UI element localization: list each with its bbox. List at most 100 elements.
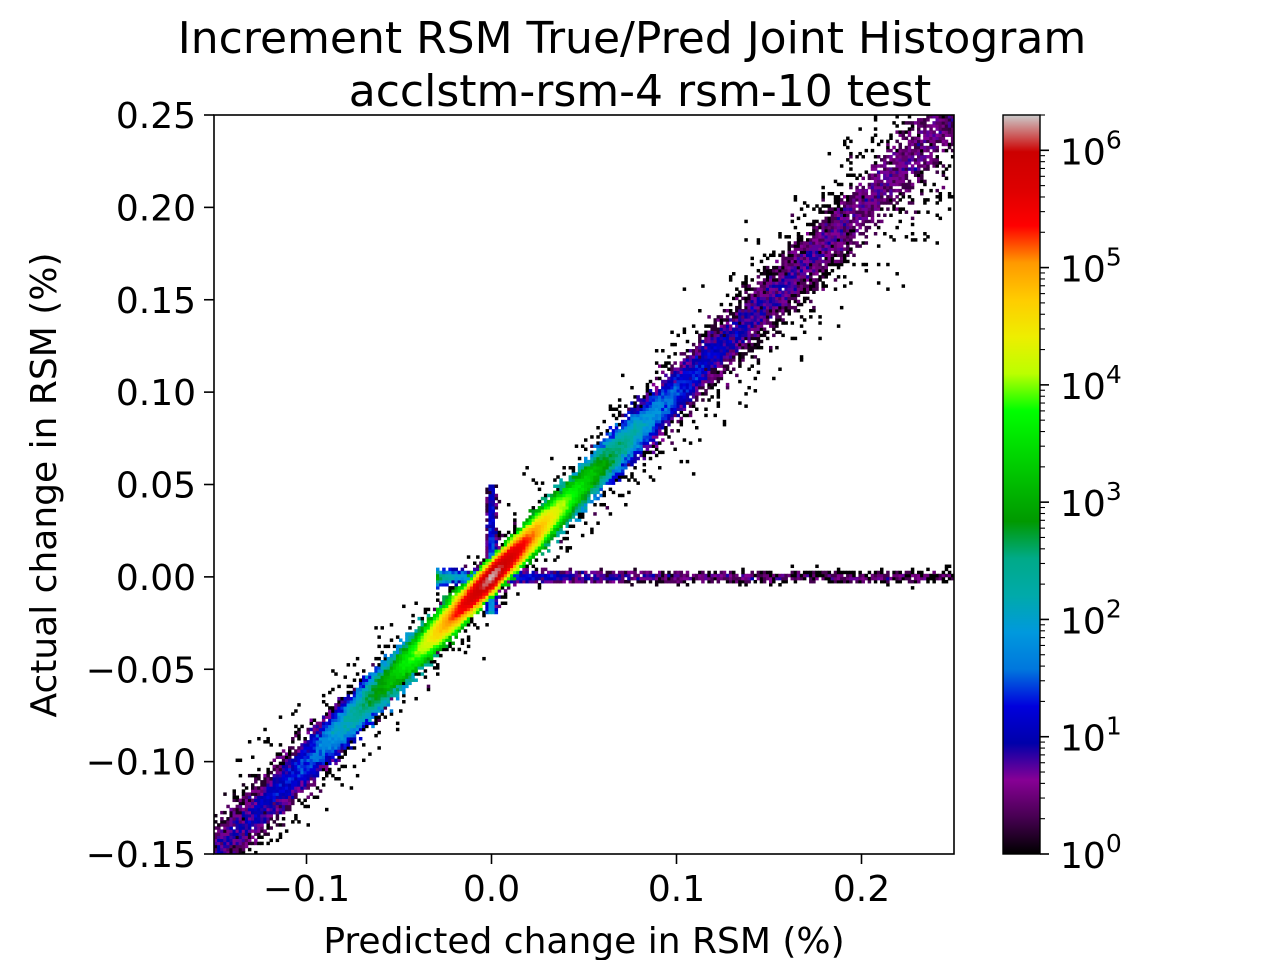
heatmap-cell (577, 478, 582, 482)
heatmap-cell (698, 367, 702, 371)
heatmap-cell (426, 684, 431, 689)
heatmap-cell (519, 561, 523, 565)
heatmap-cell (830, 262, 835, 267)
heatmap-cell (272, 810, 277, 815)
heatmap-cell (658, 441, 662, 445)
heatmap-cell (503, 570, 508, 575)
heatmap-cell (685, 401, 690, 405)
heatmap-cell (488, 527, 492, 532)
heatmap-cell (602, 447, 606, 452)
heatmap-cell (399, 650, 403, 655)
heatmap-cell (735, 312, 739, 316)
heatmap-cell (241, 813, 246, 818)
heatmap-cell (642, 456, 647, 461)
heatmap-cell (482, 561, 486, 565)
heatmap-cell (673, 370, 677, 375)
heatmap-cell (870, 188, 875, 193)
heatmap-cell (624, 432, 628, 436)
heatmap-cell (910, 586, 915, 590)
heatmap-cell (445, 607, 449, 612)
heatmap-cell (349, 730, 354, 735)
heatmap-cell (701, 355, 705, 359)
heatmap-cell (426, 638, 431, 642)
heatmap-cell (587, 472, 591, 476)
heatmap-cell (809, 576, 813, 581)
heatmap-cell (614, 472, 619, 476)
heatmap-cell (254, 850, 258, 854)
heatmap-cell (756, 275, 761, 279)
heatmap-cell (229, 807, 233, 812)
heatmap-cell (553, 512, 557, 516)
heatmap-cell (522, 552, 526, 556)
heatmap-cell (497, 533, 502, 538)
heatmap-cell (747, 345, 751, 350)
heatmap-cell (266, 773, 270, 778)
heatmap-cell (636, 435, 640, 439)
heatmap-cell (806, 278, 810, 282)
heatmap-cell (907, 576, 912, 581)
heatmap-cell (513, 558, 517, 562)
heatmap-cell (436, 586, 440, 590)
heatmap-cell (827, 262, 832, 267)
heatmap-cell (528, 530, 532, 535)
heatmap-cell (386, 696, 391, 701)
heatmap-cell (525, 576, 529, 581)
heatmap-cell (756, 238, 761, 242)
heatmap-cell (611, 459, 616, 464)
heatmap-cell (328, 730, 332, 735)
heatmap-cell (843, 219, 847, 224)
heatmap-cell (445, 583, 449, 587)
heatmap-cell (420, 666, 425, 670)
heatmap-cell (642, 398, 647, 402)
heatmap-cell (787, 296, 791, 301)
heatmap-cell (574, 518, 579, 522)
heatmap-cell (654, 416, 659, 421)
heatmap-cell (331, 712, 335, 716)
heatmap-cell (312, 730, 317, 735)
heatmap-cell (568, 466, 573, 470)
heatmap-cell (812, 278, 816, 282)
heatmap-cell (614, 453, 619, 458)
heatmap-cell (796, 244, 801, 248)
heatmap-cell (408, 653, 412, 658)
heatmap-cell (611, 462, 616, 467)
heatmap-cell (855, 222, 859, 227)
heatmap-cell (386, 666, 391, 670)
heatmap-cell (395, 647, 400, 652)
heatmap-cell (932, 570, 936, 575)
heatmap-cell (648, 475, 653, 479)
heatmap-cell (790, 259, 795, 264)
heatmap-cell (676, 382, 680, 387)
heatmap-cell (337, 743, 341, 747)
heatmap-cell (540, 579, 545, 584)
heatmap-cell (790, 253, 795, 258)
heatmap-cell (568, 524, 573, 529)
heatmap-cell (799, 576, 804, 581)
heatmap-cell (288, 764, 292, 769)
heatmap-cell (796, 256, 801, 261)
heatmap-cell (824, 250, 828, 254)
heatmap-cell (769, 576, 773, 581)
heatmap-cell (648, 435, 653, 439)
heatmap-cell (830, 247, 835, 251)
heatmap-cell (901, 185, 906, 190)
heatmap-cell (312, 746, 317, 750)
heatmap-cell (833, 207, 838, 211)
heatmap-cell (722, 345, 727, 350)
heatmap-cell (448, 635, 452, 639)
heatmap-cell (550, 530, 554, 535)
heatmap-cell (343, 724, 347, 729)
heatmap-cell (728, 278, 733, 282)
heatmap-cell (769, 272, 773, 276)
heatmap-cell (386, 663, 391, 667)
heatmap-cell (682, 395, 687, 399)
heatmap-cell (590, 453, 594, 458)
heatmap-cell (488, 592, 492, 596)
heatmap-cell (833, 213, 838, 218)
heatmap-cell (651, 573, 656, 578)
heatmap-cell (781, 333, 785, 338)
heatmap-cell (516, 549, 520, 553)
heatmap-cell (559, 484, 563, 488)
heatmap-cell (762, 315, 767, 319)
heatmap-cell (624, 447, 628, 452)
